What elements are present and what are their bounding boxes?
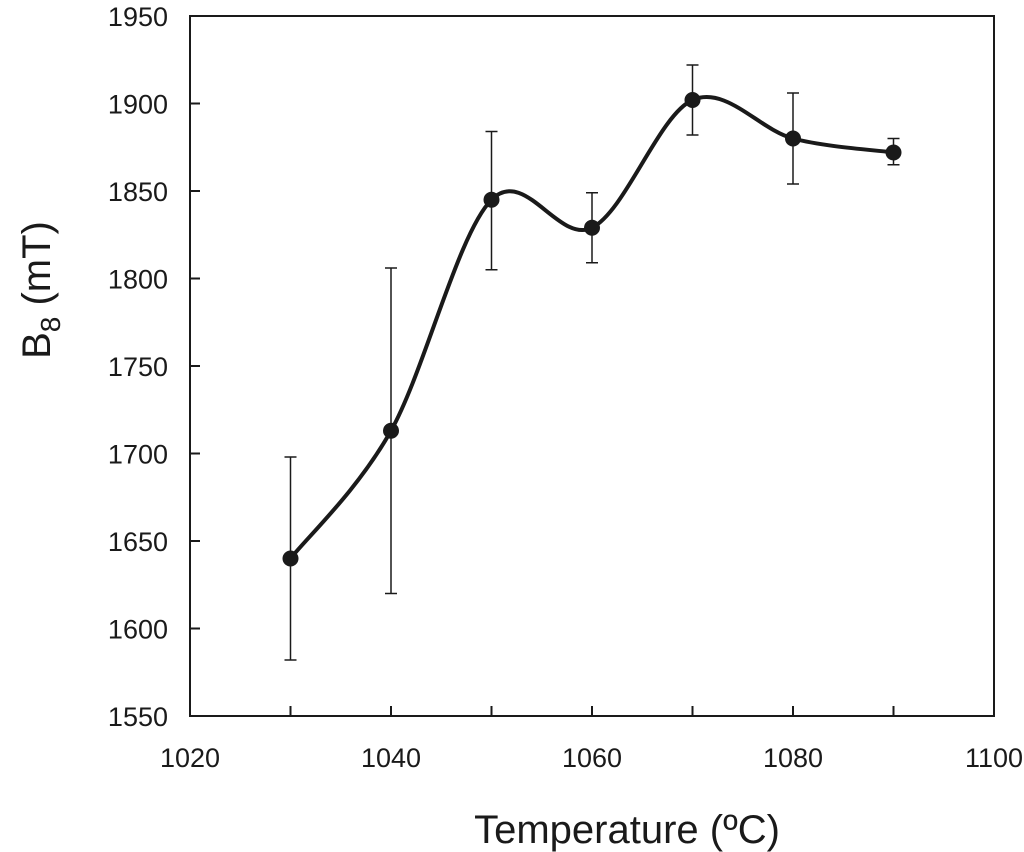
data-point-1060 — [584, 219, 600, 236]
y-tick-label-1950: 1950 — [108, 2, 168, 32]
data-point-1040 — [383, 422, 399, 439]
y-tick-label-1750: 1750 — [108, 352, 168, 382]
y-axis-title-unit: (mT) — [15, 221, 59, 317]
series-line — [288, 95, 894, 560]
y-tick-label-1850: 1850 — [108, 177, 168, 207]
y-tick-label-1800: 1800 — [108, 265, 168, 295]
y-axis-ticks — [190, 15, 200, 717]
data-point-1090 — [885, 144, 902, 161]
y-axis-tick-labels: 1550 1600 1650 1700 1750 1800 1850 1900 1950 — [108, 2, 168, 732]
data-point-1080 — [785, 130, 801, 147]
x-tick-label-1020: 1020 — [160, 743, 220, 773]
x-tick-label-1040: 1040 — [361, 743, 421, 773]
x-tick-label-1080: 1080 — [763, 743, 823, 773]
x-tick-label-1100: 1100 — [965, 743, 1023, 773]
y-axis-title-main: B — [15, 332, 59, 359]
y-axis-title: B8 (mT) — [15, 221, 66, 359]
y-tick-label-1900: 1900 — [108, 90, 168, 120]
y-axis-title-subscript: 8 — [35, 317, 66, 333]
y-tick-label-1550: 1550 — [108, 702, 168, 732]
y-tick-label-1600: 1600 — [108, 615, 168, 645]
x-axis-ticks — [189, 706, 995, 716]
plot-frame — [189, 15, 995, 717]
x-tick-label-1060: 1060 — [562, 743, 622, 773]
y-tick-label-1700: 1700 — [108, 440, 168, 470]
data-points — [282, 92, 902, 567]
y-tick-label-1650: 1650 — [108, 527, 168, 557]
x-axis-tick-labels: 1020 1040 1060 1080 1100 — [160, 743, 1023, 773]
data-point-1050 — [483, 191, 500, 208]
data-point-1030 — [282, 550, 299, 567]
x-axis-title: Temperature (ºC) — [474, 808, 780, 852]
error-bars — [284, 64, 900, 661]
data-point-1070 — [684, 92, 701, 108]
